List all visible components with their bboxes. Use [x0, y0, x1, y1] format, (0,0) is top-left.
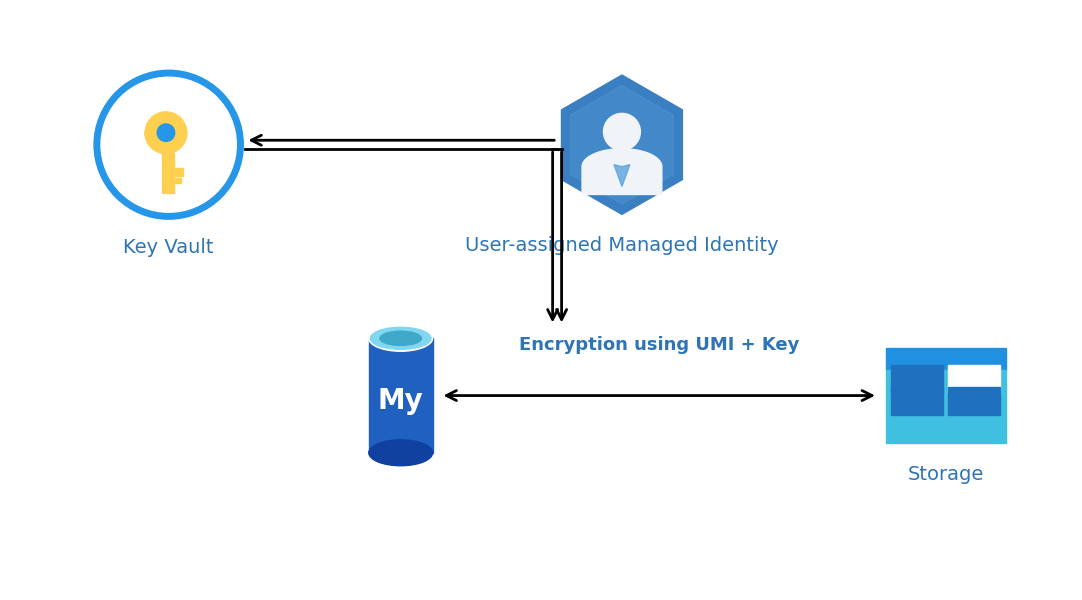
Polygon shape	[562, 75, 683, 214]
Circle shape	[157, 124, 174, 142]
Polygon shape	[613, 164, 630, 187]
Text: Storage: Storage	[908, 465, 984, 484]
Ellipse shape	[369, 325, 433, 351]
Text: My: My	[378, 386, 423, 415]
Ellipse shape	[380, 331, 422, 346]
Circle shape	[604, 113, 641, 150]
FancyBboxPatch shape	[886, 348, 1005, 370]
FancyBboxPatch shape	[886, 370, 1005, 443]
FancyBboxPatch shape	[173, 178, 182, 184]
FancyBboxPatch shape	[892, 365, 944, 393]
Wedge shape	[145, 133, 187, 154]
FancyBboxPatch shape	[949, 365, 1000, 393]
Polygon shape	[582, 149, 662, 194]
Circle shape	[145, 112, 187, 154]
Text: Encryption using UMI + Key: Encryption using UMI + Key	[519, 336, 800, 354]
Text: Key Vault: Key Vault	[123, 238, 214, 257]
FancyBboxPatch shape	[892, 388, 944, 415]
FancyBboxPatch shape	[161, 154, 173, 193]
Polygon shape	[570, 85, 673, 204]
FancyBboxPatch shape	[369, 338, 433, 453]
FancyBboxPatch shape	[173, 169, 184, 176]
Circle shape	[97, 73, 240, 217]
Ellipse shape	[370, 328, 431, 349]
Ellipse shape	[369, 440, 433, 466]
FancyBboxPatch shape	[949, 388, 1000, 415]
Text: User-assigned Managed Identity: User-assigned Managed Identity	[465, 236, 779, 255]
